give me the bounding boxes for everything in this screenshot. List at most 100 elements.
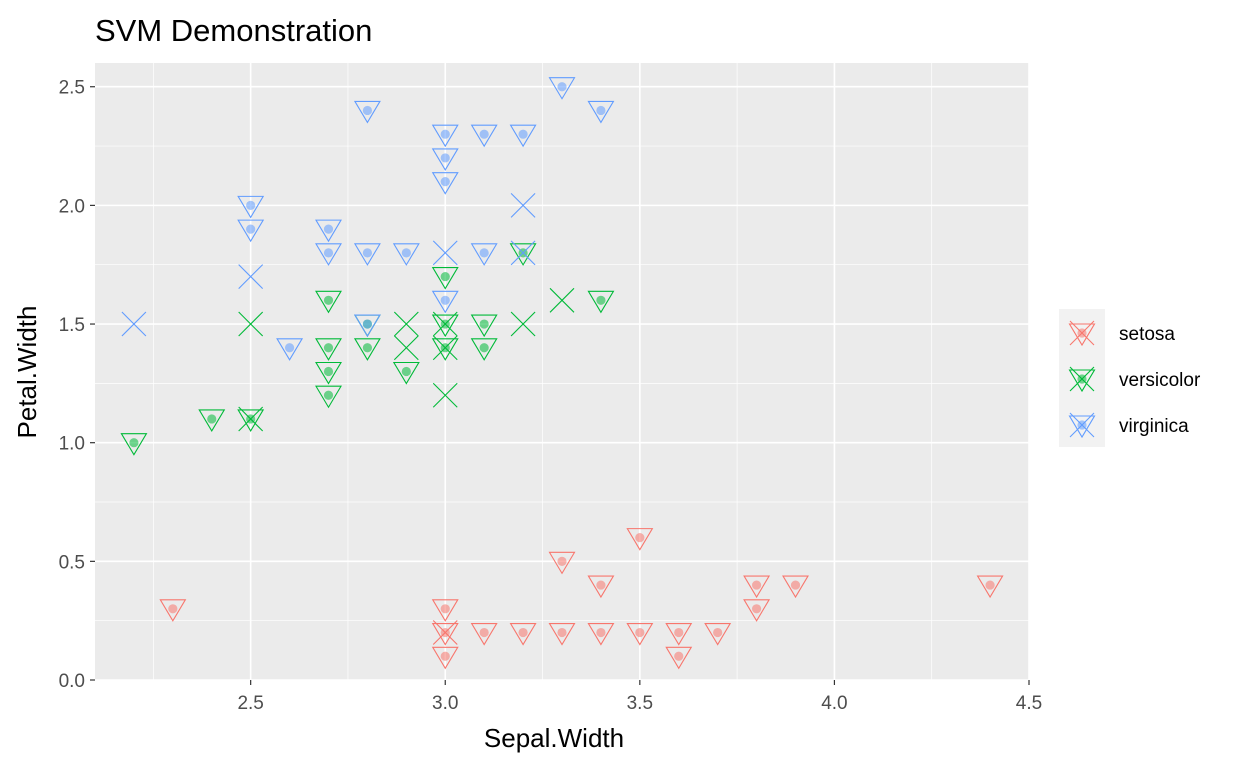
virginica-support-vector: [238, 264, 264, 289]
triangle-marker: [548, 551, 576, 575]
setosa-point: [548, 622, 576, 646]
versicolor-support-vector: [238, 311, 264, 337]
triangle-marker: [431, 172, 459, 195]
cross-stroke: [432, 240, 458, 266]
dot-marker: [596, 105, 606, 116]
dot-marker: [362, 248, 373, 258]
triangle-marker: [665, 646, 693, 670]
triangle-marker: [315, 219, 342, 243]
dot-marker: [635, 627, 645, 638]
dot-marker: [401, 248, 411, 258]
dot-marker: [246, 224, 256, 234]
triangle-marker: [315, 361, 342, 385]
versicolor-point: [315, 290, 342, 314]
cross-stroke: [432, 335, 458, 361]
dot-marker: [401, 366, 411, 377]
setosa-point: [976, 575, 1004, 599]
virginica-point: [353, 243, 381, 266]
triangle-marker: [237, 219, 265, 243]
dot-marker: [323, 390, 334, 400]
setosa-point: [665, 622, 693, 646]
triangle-marker: [976, 575, 1004, 599]
setosa-point: [704, 622, 732, 646]
legend-triangle: [1068, 415, 1096, 439]
virginica-point: [431, 290, 459, 314]
setosa-point: [470, 622, 498, 646]
x-tick-label: 3.0: [432, 693, 458, 714]
dot-marker: [713, 627, 723, 638]
triangle-marker: [509, 243, 537, 266]
triangle-marker: [509, 622, 537, 646]
dot-marker: [596, 295, 606, 305]
triangle-marker: [470, 124, 498, 148]
triangle-marker: [743, 599, 771, 622]
cross-stroke: [393, 335, 419, 361]
dot-marker: [557, 556, 567, 566]
triangle-marker: [626, 528, 654, 551]
virginica-point: [237, 219, 265, 243]
setosa-point: [587, 575, 615, 599]
versicolor-point: [392, 361, 420, 385]
triangle-marker: [782, 575, 809, 599]
triangle-marker: [276, 338, 304, 361]
dot-marker: [323, 343, 334, 353]
triangle-marker: [237, 409, 265, 433]
legend-key-virginica: [1068, 412, 1096, 439]
setosa-point: [159, 599, 187, 622]
triangle-marker: [353, 100, 381, 124]
dot-marker: [207, 414, 217, 424]
versicolor-point: [470, 314, 498, 338]
setosa-point: [548, 551, 576, 575]
triangle-marker: [548, 77, 576, 100]
virginica-point: [353, 314, 381, 338]
virginica-point: [237, 195, 265, 219]
versicolor-point: [470, 338, 498, 361]
triangle-marker: [431, 290, 459, 314]
y-tick-label: 1.0: [59, 434, 85, 455]
triangle-marker: [431, 622, 459, 646]
legend-triangle: [1068, 323, 1096, 347]
legend-label-versicolor: versicolor: [1119, 370, 1201, 391]
versicolor-support-vector: [510, 311, 536, 337]
dot-marker: [440, 153, 450, 163]
dot-marker: [440, 651, 450, 661]
virginica-point: [315, 219, 342, 243]
setosa-point: [431, 599, 459, 622]
triangle-marker: [665, 622, 693, 646]
dot-marker: [168, 604, 178, 614]
legend-key-setosa: [1068, 320, 1096, 347]
dot-marker: [635, 533, 645, 543]
triangle-marker: [159, 599, 187, 622]
triangle-marker: [587, 575, 615, 599]
triangle-marker: [237, 195, 265, 219]
y-axis: 0.0 0.5 1.0 1.5 2.0 2.5: [59, 78, 95, 692]
dot-marker: [129, 438, 139, 448]
x-axis-title: Sepal.Width: [484, 723, 624, 753]
y-tick-label: 1.5: [59, 315, 85, 336]
x-tick-label: 3.5: [627, 693, 653, 714]
dot-marker: [440, 177, 450, 187]
legend-cross: [1069, 412, 1095, 438]
virginica-point: [587, 100, 615, 124]
triangle-marker: [315, 338, 342, 361]
triangle-marker: [431, 124, 459, 148]
triangle-marker: [743, 575, 771, 599]
dot-marker: [674, 627, 684, 638]
legend-cross: [1069, 366, 1095, 392]
triangle-marker: [431, 338, 459, 361]
dot-marker: [362, 343, 373, 353]
setosa-point: [782, 575, 809, 599]
setosa-point: [743, 575, 771, 599]
x-tick-label: 4.5: [1016, 693, 1042, 714]
dot-marker: [323, 366, 334, 377]
cross-stroke: [238, 264, 264, 289]
legend: setosa versicolor virginica: [1059, 309, 1201, 447]
dot-marker: [440, 129, 450, 139]
dot-marker: [440, 295, 450, 305]
versicolor-point: [315, 338, 342, 361]
setosa-point: [431, 646, 459, 670]
triangle-marker: [353, 314, 381, 338]
x-axis: 2.5 3.0 3.5 4.0 4.5: [237, 680, 1042, 714]
virginica-point: [548, 77, 576, 100]
